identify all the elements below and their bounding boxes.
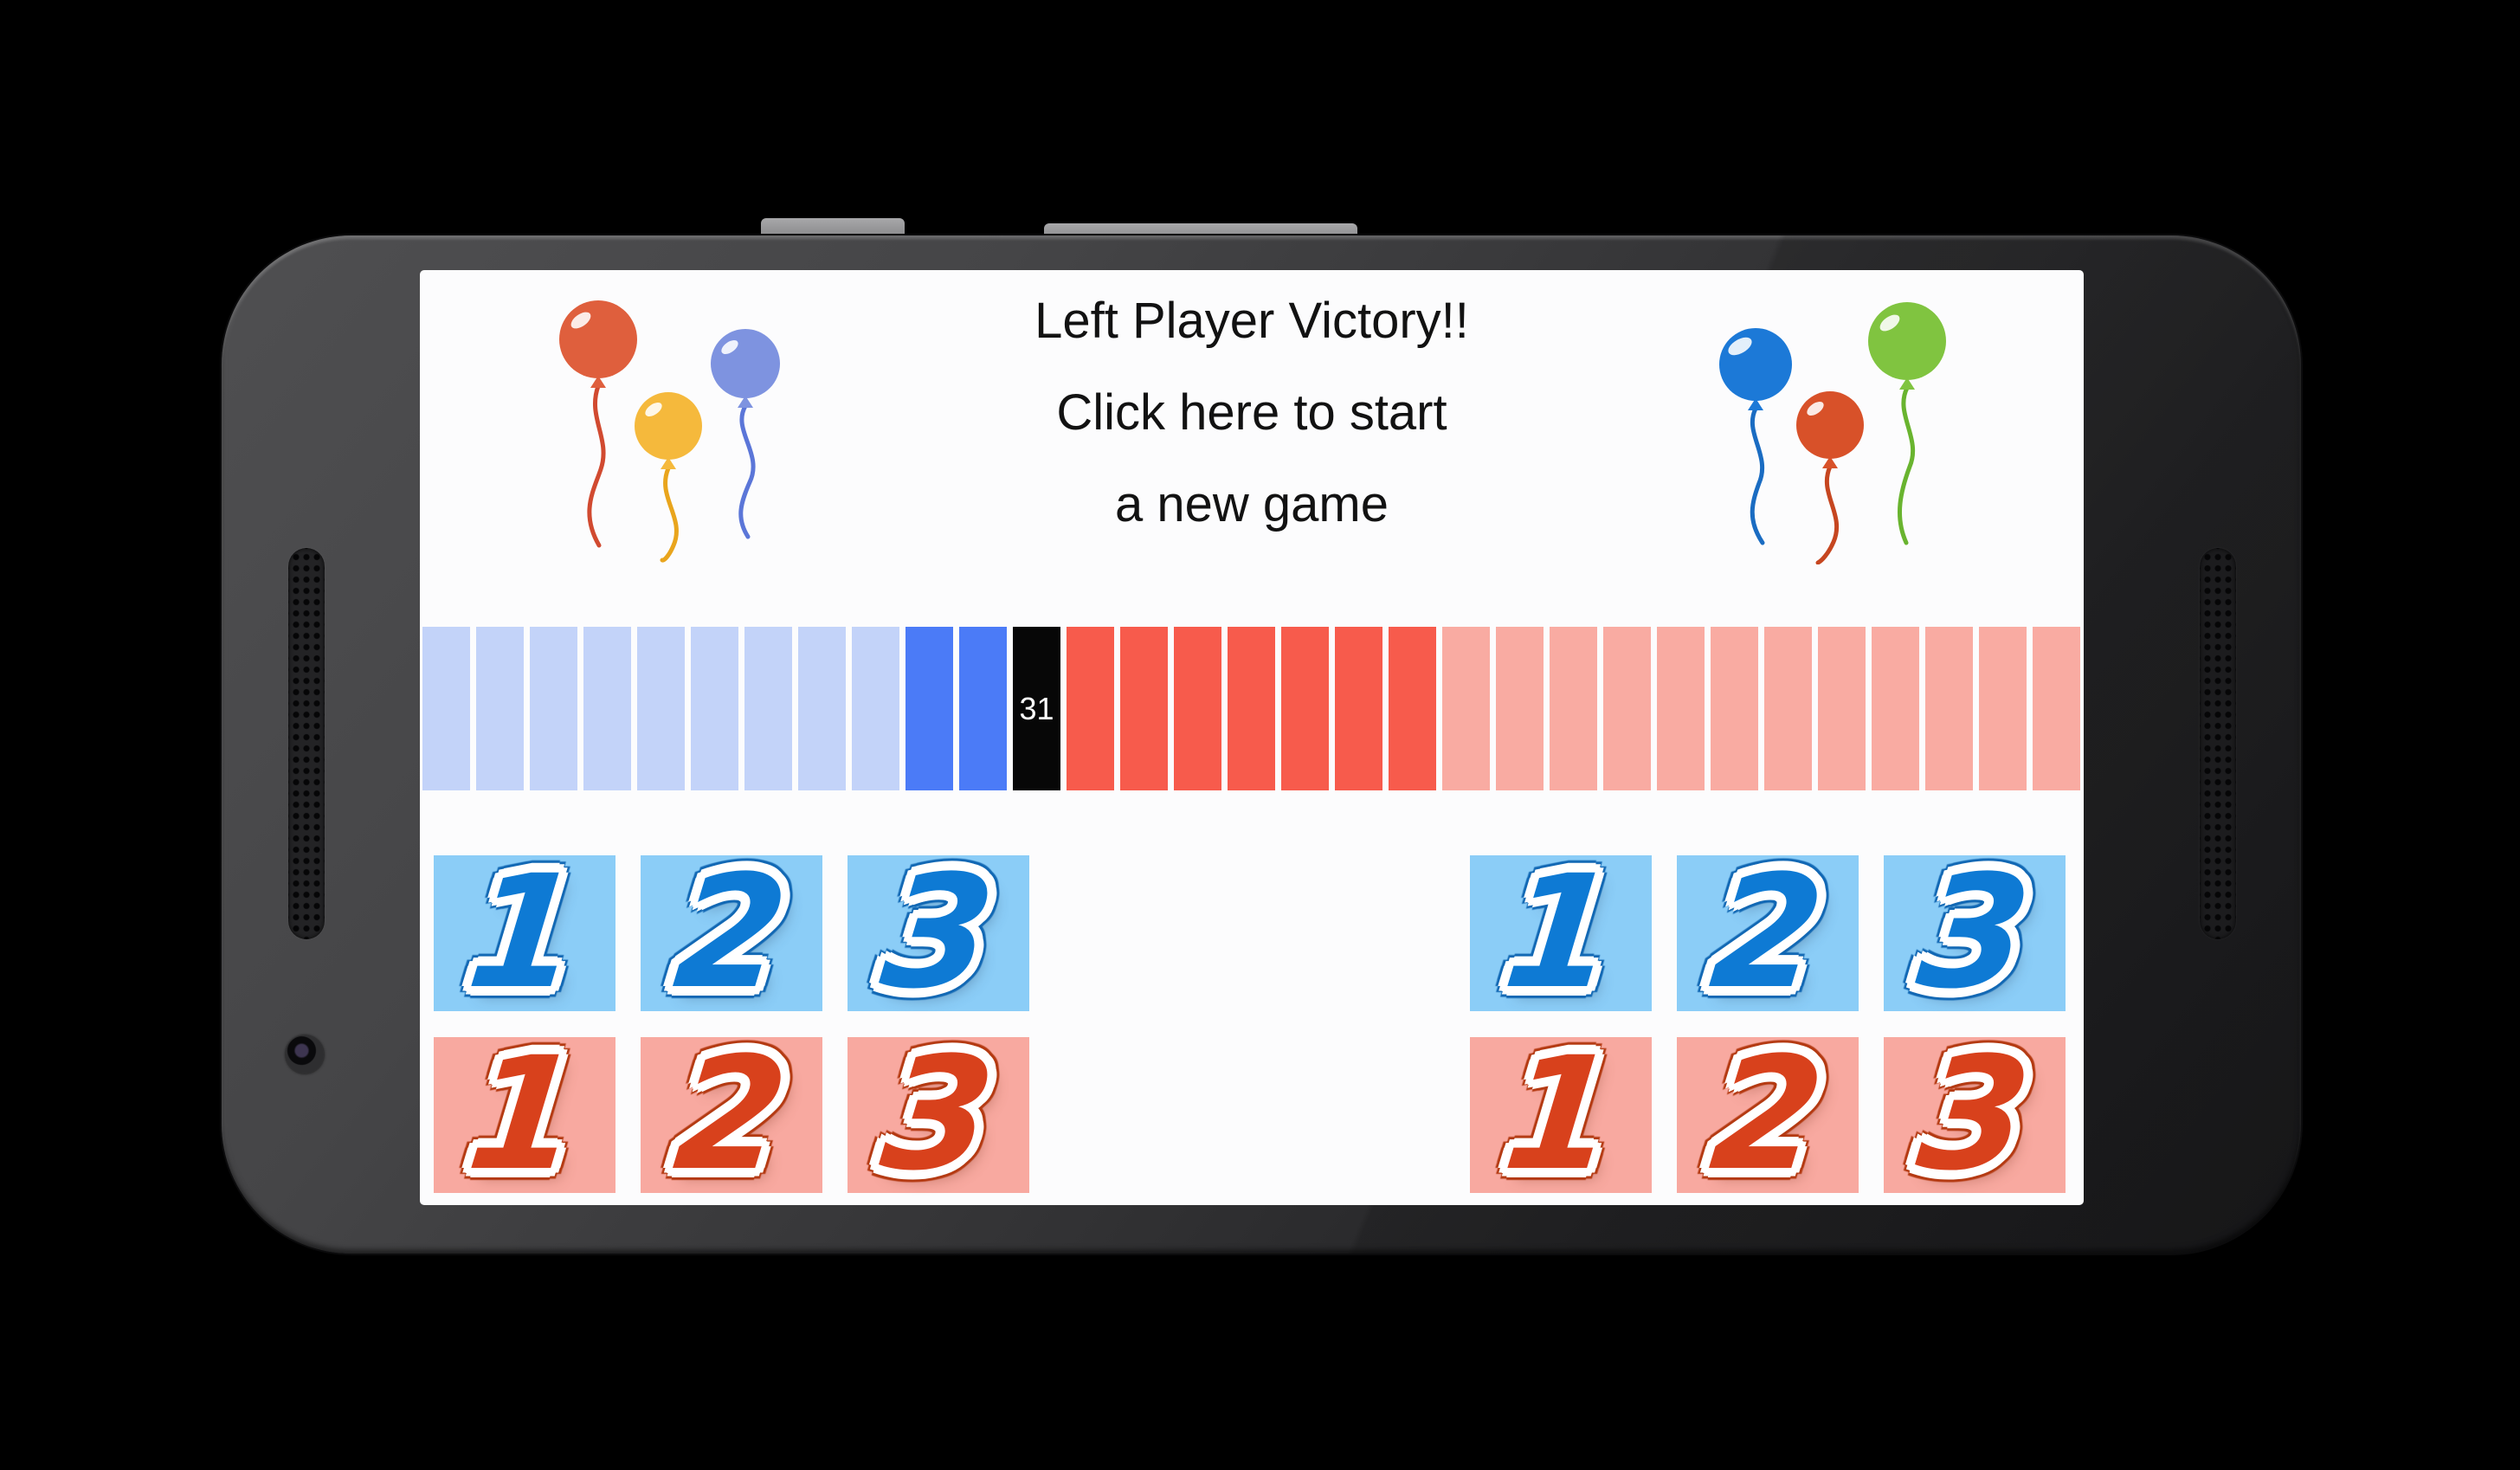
keypad-button-digit: 3 bbox=[874, 842, 1002, 1023]
bar-segment-blue_light bbox=[476, 627, 524, 790]
keypad-button-3[interactable]: 3 bbox=[1884, 1024, 2066, 1205]
balloon-blue-icon bbox=[1719, 328, 1792, 545]
keypad-button-digit: 3 bbox=[1911, 842, 2039, 1023]
speaker-grille-icon bbox=[288, 548, 325, 939]
bar-segment-red bbox=[1120, 627, 1168, 790]
bar-segment-red_light bbox=[1818, 627, 1866, 790]
bar-segment-red_light bbox=[1657, 627, 1705, 790]
victory-message[interactable]: Left Player Victory!! Click here to star… bbox=[420, 275, 2084, 551]
balloon-green-icon bbox=[1868, 302, 1946, 545]
bar-segment-blue_light bbox=[691, 627, 738, 790]
balloons-right bbox=[1719, 302, 1946, 564]
keypad-button-digit: 2 bbox=[1704, 842, 1832, 1023]
bar-segment-red_light bbox=[1925, 627, 1973, 790]
bar-segment-red bbox=[1389, 627, 1436, 790]
keypad-button-digit: 3 bbox=[1911, 1024, 2039, 1205]
keypad-button-2[interactable]: 2 bbox=[641, 842, 822, 1023]
bar-segment-red_light bbox=[1550, 627, 1597, 790]
bar-segment-red_light bbox=[1496, 627, 1544, 790]
balloon-red-icon bbox=[1796, 391, 1864, 564]
keypad-button-1[interactable]: 1 bbox=[434, 1024, 615, 1205]
bar-segment-blue_light bbox=[744, 627, 792, 790]
keypad-button-digit: 2 bbox=[667, 1024, 796, 1205]
bar-segment-blue_light bbox=[422, 627, 470, 790]
bar-segment-blue_light bbox=[583, 627, 631, 790]
keypad-button-digit: 2 bbox=[667, 842, 796, 1023]
bar-marker-label: 31 bbox=[1019, 690, 1054, 726]
bar-segment-red_light bbox=[1872, 627, 1919, 790]
keypad-button-1[interactable]: 1 bbox=[1470, 842, 1652, 1023]
progress-bar: 31 bbox=[422, 627, 2080, 790]
keypad-button-digit: 1 bbox=[1497, 1024, 1625, 1205]
bar-segment-red bbox=[1281, 627, 1329, 790]
keypad-button-digit: 1 bbox=[461, 842, 589, 1023]
speaker-grille-icon bbox=[2200, 548, 2236, 939]
balloon-blue-icon bbox=[711, 329, 780, 539]
bar-segment-blue_light bbox=[637, 627, 685, 790]
balloon-red-icon bbox=[559, 300, 637, 548]
keypad-button-digit: 2 bbox=[1704, 1024, 1832, 1205]
bar-segment-red_light bbox=[1603, 627, 1651, 790]
bar-segment-blue_light bbox=[798, 627, 846, 790]
bar-segment-red bbox=[1067, 627, 1114, 790]
bar-segment-red bbox=[1174, 627, 1221, 790]
bar-segment-red_light bbox=[1979, 627, 2027, 790]
bar-segment-red_light bbox=[2033, 627, 2080, 790]
bar-segment-blue bbox=[959, 627, 1007, 790]
keypad-button-digit: 1 bbox=[461, 1024, 589, 1205]
keypad-button-2[interactable]: 2 bbox=[641, 1024, 822, 1205]
victory-line-1: Left Player Victory!! bbox=[1034, 293, 1469, 349]
keypad-button-3[interactable]: 3 bbox=[848, 842, 1029, 1023]
keypad-button-3[interactable]: 3 bbox=[1884, 842, 2066, 1023]
victory-line-2: Click here to start bbox=[1056, 384, 1447, 441]
keypad-button-digit: 1 bbox=[1497, 842, 1625, 1023]
bar-segment-blue_light bbox=[852, 627, 899, 790]
keypad-button-2[interactable]: 2 bbox=[1677, 1024, 1859, 1205]
keypad-button-3[interactable]: 3 bbox=[848, 1024, 1029, 1205]
keypad-button-1[interactable]: 1 bbox=[434, 842, 615, 1023]
front-camera-icon bbox=[286, 1035, 324, 1073]
bar-segment-blue_light bbox=[530, 627, 577, 790]
bar-segment-red_light bbox=[1711, 627, 1758, 790]
bar-segment-red bbox=[1228, 627, 1275, 790]
keypad-button-digit: 3 bbox=[874, 1024, 1002, 1205]
bar-marker-segment: 31 bbox=[1013, 627, 1060, 790]
bar-segment-red_light bbox=[1764, 627, 1812, 790]
bar-segment-red bbox=[1335, 627, 1382, 790]
keypad-button-1[interactable]: 1 bbox=[1470, 1024, 1652, 1205]
balloon-yellow-icon bbox=[635, 392, 702, 563]
keypad-button-2[interactable]: 2 bbox=[1677, 842, 1859, 1023]
balloons-left bbox=[559, 300, 780, 563]
bar-segment-red_light bbox=[1442, 627, 1490, 790]
bar-segment-blue bbox=[906, 627, 953, 790]
victory-line-3: a new game bbox=[1115, 476, 1389, 532]
